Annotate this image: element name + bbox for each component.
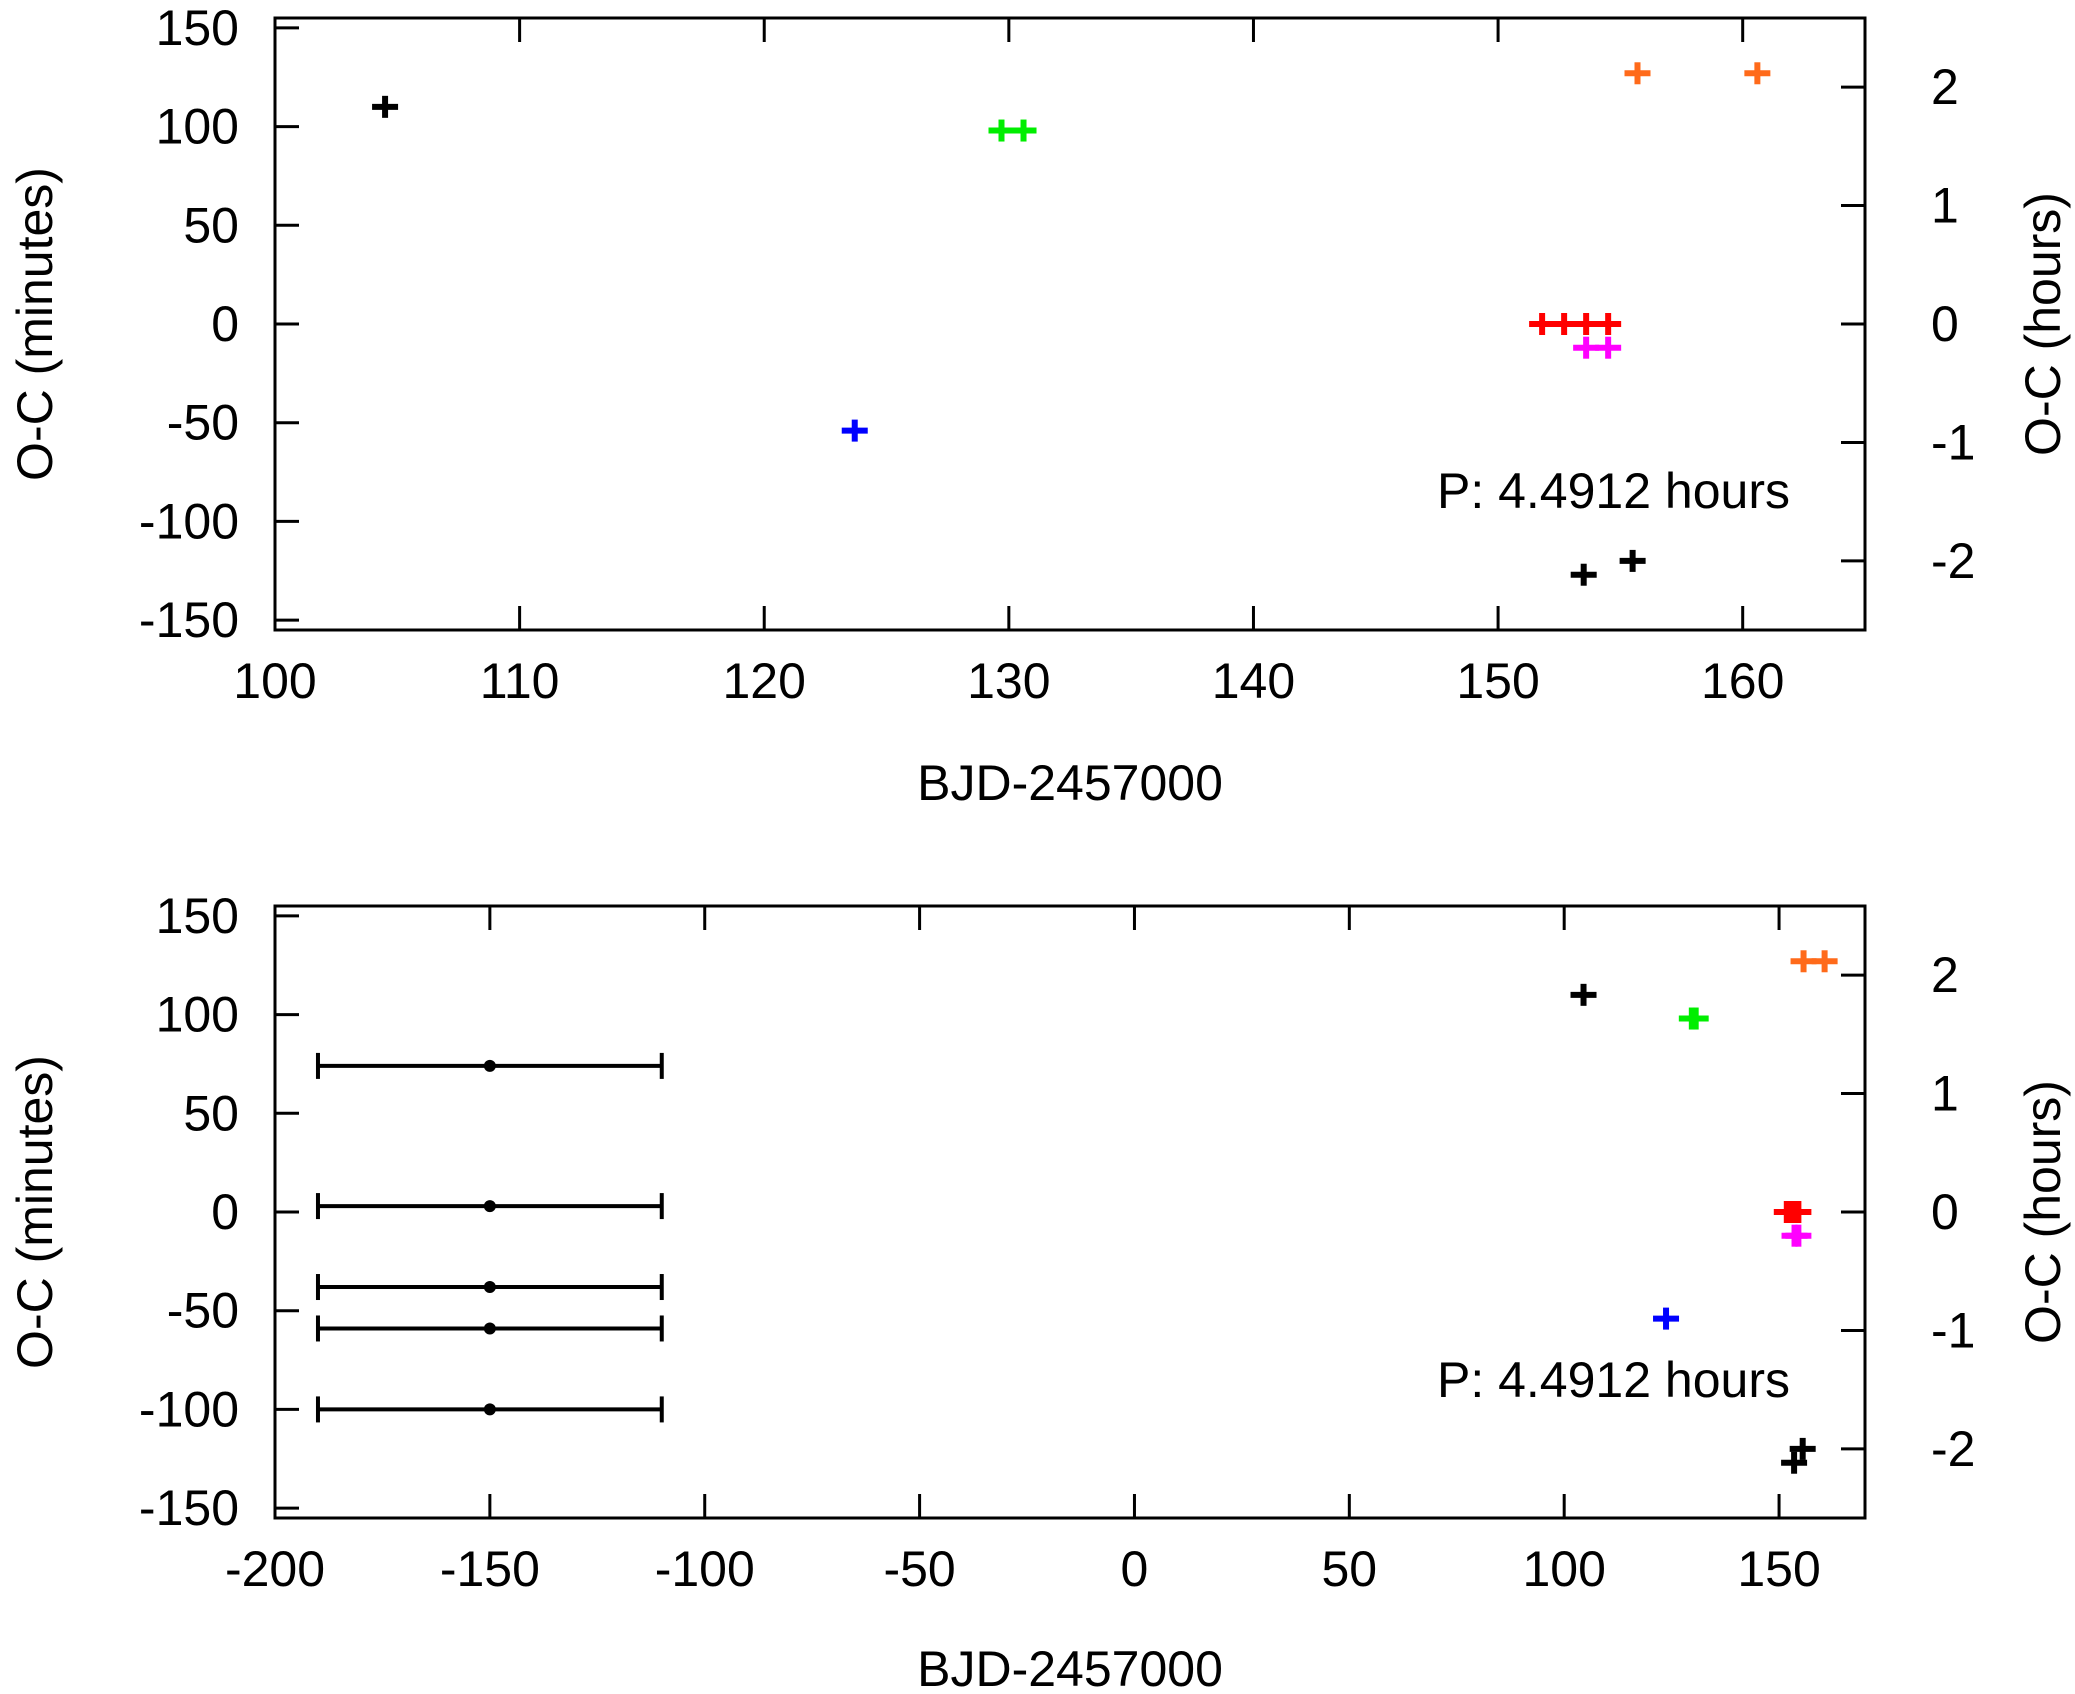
error-bar-point (483, 1200, 496, 1213)
data-point (1785, 1224, 1812, 1247)
y-tick-label: -100 (139, 493, 239, 549)
error-bar-point (483, 1322, 496, 1335)
y2-tick-label: -2 (1931, 1421, 1975, 1477)
x-tick-label: 50 (1322, 1541, 1378, 1597)
data-point (1781, 1451, 1808, 1474)
y-tick-label: -50 (167, 1283, 239, 1339)
y-tick-label: 50 (183, 197, 239, 253)
y-axis-label: O-C (minutes) (7, 1055, 63, 1369)
y-axis-label: O-C (minutes) (7, 167, 63, 481)
y-tick-label: -150 (139, 592, 239, 648)
data-point (1619, 549, 1646, 572)
data-point (841, 419, 868, 442)
x-tick-label: -150 (440, 1541, 540, 1597)
x-tick-label: 140 (1212, 653, 1295, 709)
x-tick-label: -200 (225, 1541, 325, 1597)
data-point (1529, 313, 1556, 335)
y-tick-label: -100 (139, 1381, 239, 1437)
data-point (1789, 1437, 1816, 1460)
x-axis-label: BJD-2457000 (917, 1641, 1223, 1694)
y2-tick-label: 2 (1931, 59, 1959, 115)
y2-tick-label: -1 (1931, 414, 1975, 470)
error-bar-point (483, 1059, 496, 1072)
data-point (1570, 983, 1597, 1006)
y-tick-label: -150 (139, 1480, 239, 1536)
x-tick-label: -100 (655, 1541, 755, 1597)
x-tick-label: 160 (1701, 653, 1784, 709)
x-tick-label: 100 (1522, 1541, 1605, 1597)
y2-axis-label: O-C (hours) (2015, 192, 2071, 456)
y2-tick-label: 2 (1931, 947, 1959, 1003)
data-point (1573, 313, 1600, 335)
y2-tick-label: 0 (1931, 296, 1959, 352)
y-tick-label: 100 (156, 987, 239, 1043)
y-tick-label: 0 (211, 1184, 239, 1240)
x-tick-label: 150 (1737, 1541, 1820, 1597)
y2-tick-label: -1 (1931, 1302, 1975, 1358)
x-tick-label: 110 (480, 653, 560, 709)
y-tick-label: -50 (167, 395, 239, 451)
data-point (1595, 313, 1622, 335)
data-point (1573, 336, 1600, 359)
data-point (1785, 1201, 1812, 1223)
data-point (1744, 62, 1771, 85)
plot-frame (273, 16, 1867, 632)
error-bar-point (483, 1281, 496, 1294)
data-point (1570, 563, 1597, 586)
data-point (372, 95, 399, 118)
x-tick-label: 0 (1121, 1541, 1149, 1597)
plot-frame (273, 904, 1867, 1520)
x-tick-label: 150 (1456, 653, 1539, 709)
x-axis-label: BJD-2457000 (917, 755, 1223, 811)
period-annotation: P: 4.4912 hours (1437, 1352, 1790, 1408)
data-point (1624, 62, 1651, 85)
period-annotation: P: 4.4912 hours (1437, 463, 1790, 519)
data-point (1682, 1007, 1709, 1030)
y-tick-label: 50 (183, 1085, 239, 1141)
x-tick-label: -50 (883, 1541, 955, 1597)
y-tick-label: 100 (156, 99, 239, 155)
data-point (1010, 119, 1037, 142)
data-point (1595, 336, 1622, 359)
y2-tick-label: 0 (1931, 1184, 1959, 1240)
data-point (1653, 1307, 1680, 1330)
error-bar-point (483, 1403, 496, 1416)
data-point (1551, 313, 1578, 335)
y2-tick-label: 1 (1931, 1066, 1959, 1122)
x-tick-label: 120 (723, 653, 806, 709)
y-tick-label: 150 (156, 0, 239, 56)
y2-axis-label: O-C (hours) (2015, 1080, 2071, 1344)
y2-tick-label: -2 (1931, 533, 1975, 589)
x-tick-label: 100 (233, 653, 316, 709)
y-tick-label: 0 (211, 296, 239, 352)
data-point (1811, 950, 1838, 973)
data-point (988, 119, 1015, 142)
y2-tick-label: 1 (1931, 178, 1959, 234)
x-tick-label: 130 (967, 653, 1050, 709)
chart-panel-1: 100 110 120 130 140 150 160-150-100-5005010015… (7, 0, 2071, 811)
chart-panel-2: -200 -150 -100 -50 0 50 100 150-150-100-5005010… (7, 888, 2071, 1694)
y-tick-label: 150 (156, 888, 239, 944)
